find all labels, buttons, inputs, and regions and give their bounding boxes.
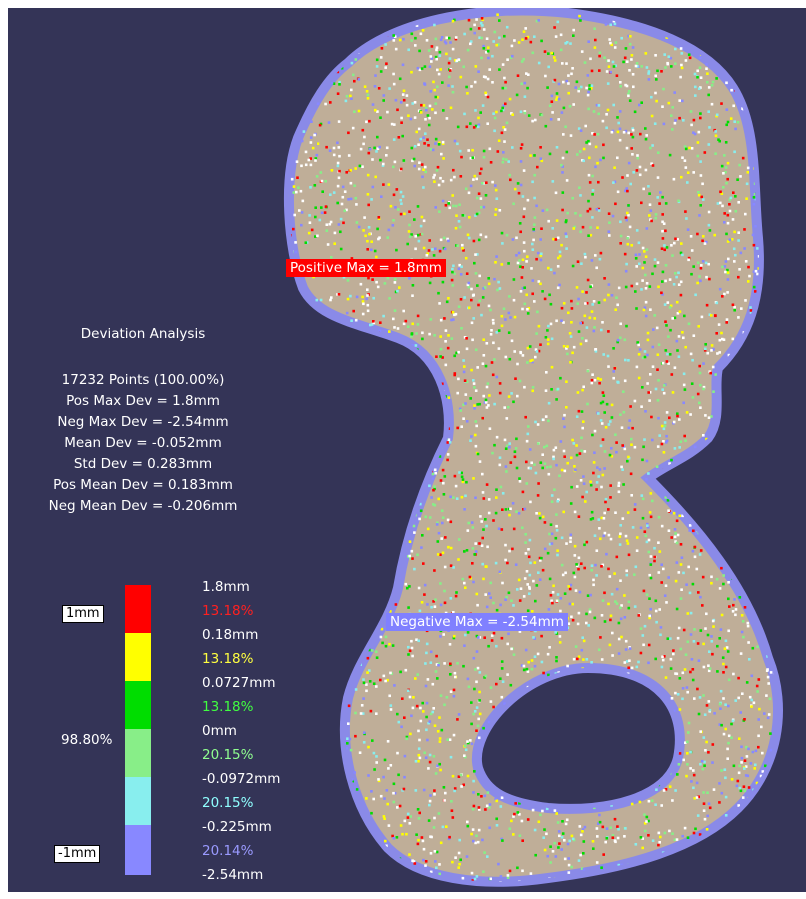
stat-neg-max: Neg Max Dev = -2.54mm <box>57 414 229 430</box>
scale-band-swatch <box>125 729 151 777</box>
stat-neg-mean: Neg Mean Dev = -0.206mm <box>48 498 238 514</box>
bone-surface <box>283 8 783 887</box>
scale-band-swatch <box>125 777 151 825</box>
analysis-title: Deviation Analysis <box>80 326 206 342</box>
scale-value: -2.54mm <box>202 867 264 883</box>
stat-pos-max: Pos Max Dev = 1.8mm <box>66 393 220 409</box>
analysis-stats: 17232 Points (100.00%) Pos Max Dev = 1.8… <box>28 370 258 517</box>
stat-point-count: 17232 Points (100.00%) <box>61 372 225 388</box>
scale-value: 1.8mm <box>202 579 250 595</box>
scale-band-percent: 13.18% <box>202 699 254 715</box>
3d-viewport[interactable]: Deviation Analysis 17232 Points (100.00%… <box>8 8 806 892</box>
bone-model-render[interactable] <box>8 8 806 892</box>
scale-value: 0.18mm <box>202 627 259 643</box>
scale-top-limit[interactable]: 1mm <box>62 605 104 623</box>
scale-value: 0mm <box>202 723 237 739</box>
scale-band-swatch <box>125 585 151 633</box>
scale-in-range-percent: 98.80% <box>61 732 113 748</box>
scale-bottom-limit[interactable]: -1mm <box>54 845 101 863</box>
stat-mean: Mean Dev = -0.052mm <box>64 435 222 451</box>
scale-band-percent: 20.14% <box>202 843 254 859</box>
scale-band-swatch <box>125 633 151 681</box>
positive-max-annotation[interactable]: Positive Max = 1.8mm <box>286 259 446 277</box>
scale-band-percent: 13.18% <box>202 651 254 667</box>
scale-band-percent: 20.15% <box>202 795 254 811</box>
scale-band-swatch <box>125 825 151 875</box>
scale-value: 0.0727mm <box>202 675 276 691</box>
scale-value: -0.225mm <box>202 819 272 835</box>
stat-pos-mean: Pos Mean Dev = 0.183mm <box>53 477 233 493</box>
scale-value: -0.0972mm <box>202 771 281 787</box>
scale-band-percent: 20.15% <box>202 747 254 763</box>
scale-band-swatch <box>125 681 151 729</box>
stat-std: Std Dev = 0.283mm <box>73 456 213 472</box>
negative-max-annotation[interactable]: Negative Max = -2.54mm <box>386 613 568 631</box>
scale-band-percent: 13.18% <box>202 603 254 619</box>
